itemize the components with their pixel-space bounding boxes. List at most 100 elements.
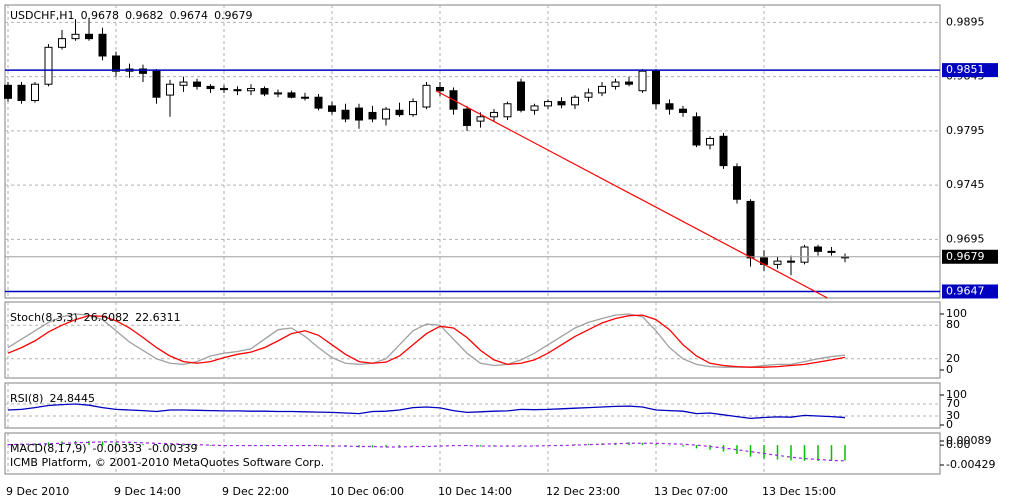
symbol: USDCHF,H1 [10, 9, 75, 22]
histogram-bar [209, 445, 212, 447]
y-tick-label: 0.9695 [946, 232, 985, 245]
candle-body [58, 38, 66, 48]
candle-body [85, 33, 93, 40]
candle-body [314, 96, 323, 109]
candle-body [503, 103, 512, 118]
histogram-bar [169, 445, 171, 446]
histogram-bar [682, 445, 684, 447]
indicator-value: -0.00333 [93, 442, 142, 455]
candle-body [368, 111, 377, 120]
candle-body [530, 105, 539, 111]
histogram-bar [182, 445, 185, 447]
x-tick-label: 9 Dec 2010 [6, 485, 69, 498]
histogram-bar [574, 444, 576, 446]
indicator-title: RSI(8) 24.8445 [10, 392, 95, 405]
histogram-bar [641, 442, 644, 446]
histogram-bar [587, 443, 590, 446]
pane [4, 382, 941, 429]
candle-body [625, 81, 633, 85]
candle-body [260, 88, 269, 95]
ohlc-value: 0.9679 [214, 9, 253, 22]
histogram-bar [817, 445, 819, 461]
y-tick-label: 0.9745 [946, 178, 985, 191]
histogram-bar [385, 445, 387, 447]
indicator-line [7, 314, 846, 368]
histogram-bar [628, 442, 630, 446]
candle-body [152, 70, 161, 98]
candle-body [490, 111, 498, 118]
candle-body [287, 92, 296, 98]
histogram-bar [155, 445, 158, 446]
histogram-bar [34, 443, 36, 446]
candle-body [692, 116, 701, 146]
histogram-bar [695, 445, 698, 449]
histogram-bar [830, 445, 833, 461]
current-price-box [942, 249, 998, 264]
candle-body [341, 109, 350, 120]
candle-body [679, 108, 687, 113]
candle-body [719, 135, 728, 167]
histogram-bar [142, 444, 144, 446]
candle-body [206, 85, 215, 90]
candle-body [71, 33, 80, 40]
candle-body [274, 92, 282, 95]
histogram-bar [736, 445, 738, 454]
histogram-bar [439, 444, 441, 446]
candle-body [814, 246, 822, 252]
histogram-bar [479, 445, 482, 447]
candle-body [746, 200, 755, 259]
ohlc-value: 0.9682 [125, 9, 164, 22]
histogram-bar [101, 441, 104, 446]
y-tick-label: 80 [946, 318, 960, 331]
histogram-bar [115, 442, 117, 446]
x-tick-label: 12 Dec 23:00 [546, 485, 620, 498]
indicator-name: MACD(8,17,9) [10, 442, 87, 455]
histogram-bar [776, 445, 779, 460]
candle-body [193, 81, 201, 87]
candle-body [611, 81, 620, 87]
candle-body [166, 83, 174, 96]
candle-body [301, 96, 309, 99]
histogram-bar [668, 445, 671, 446]
y-tick-label: -0.00429 [946, 458, 995, 471]
y-tick-label: 70 [946, 397, 960, 410]
y-tick-label: 100 [946, 388, 967, 401]
histogram-bar [763, 445, 765, 459]
candle-body [112, 55, 120, 72]
x-tick-label: 10 Dec 06:00 [330, 485, 404, 498]
candle-body [44, 46, 53, 85]
candle-body [544, 101, 552, 107]
histogram-bar [425, 445, 428, 446]
chart-title: USDCHF,H1 0.9678 0.9682 0.9674 0.9679 [10, 9, 253, 22]
histogram-bar [560, 444, 563, 446]
candle-body [463, 108, 471, 126]
y-tick-label: 0 [946, 418, 953, 431]
histogram-bar [533, 445, 536, 446]
histogram-bar [304, 445, 306, 446]
histogram-bar [398, 445, 401, 447]
histogram-bar [412, 445, 414, 446]
candle-body [787, 260, 795, 263]
signal-line [7, 441, 846, 462]
candle-body [31, 83, 39, 101]
pane [4, 4, 941, 299]
y-tick-label: 0.9895 [946, 15, 985, 28]
candle-body [598, 85, 606, 94]
histogram-bar [466, 445, 468, 447]
price-label-box [942, 63, 998, 78]
candle-body [233, 89, 242, 92]
candle-body [584, 92, 593, 98]
candle-body [706, 137, 714, 146]
indicator-line [7, 313, 846, 368]
y-tick-label: 0 [946, 363, 953, 376]
histogram-bar [749, 445, 752, 457]
candle-body [476, 116, 485, 122]
indicator-value: 26.6082 [84, 311, 130, 324]
candle-body [827, 250, 836, 253]
candle-body [652, 70, 660, 105]
histogram-bar [844, 445, 846, 461]
candle-body [517, 81, 525, 111]
candle-body [557, 101, 566, 106]
histogram-bar [371, 445, 374, 448]
indicator-value: 24.8445 [49, 392, 95, 405]
